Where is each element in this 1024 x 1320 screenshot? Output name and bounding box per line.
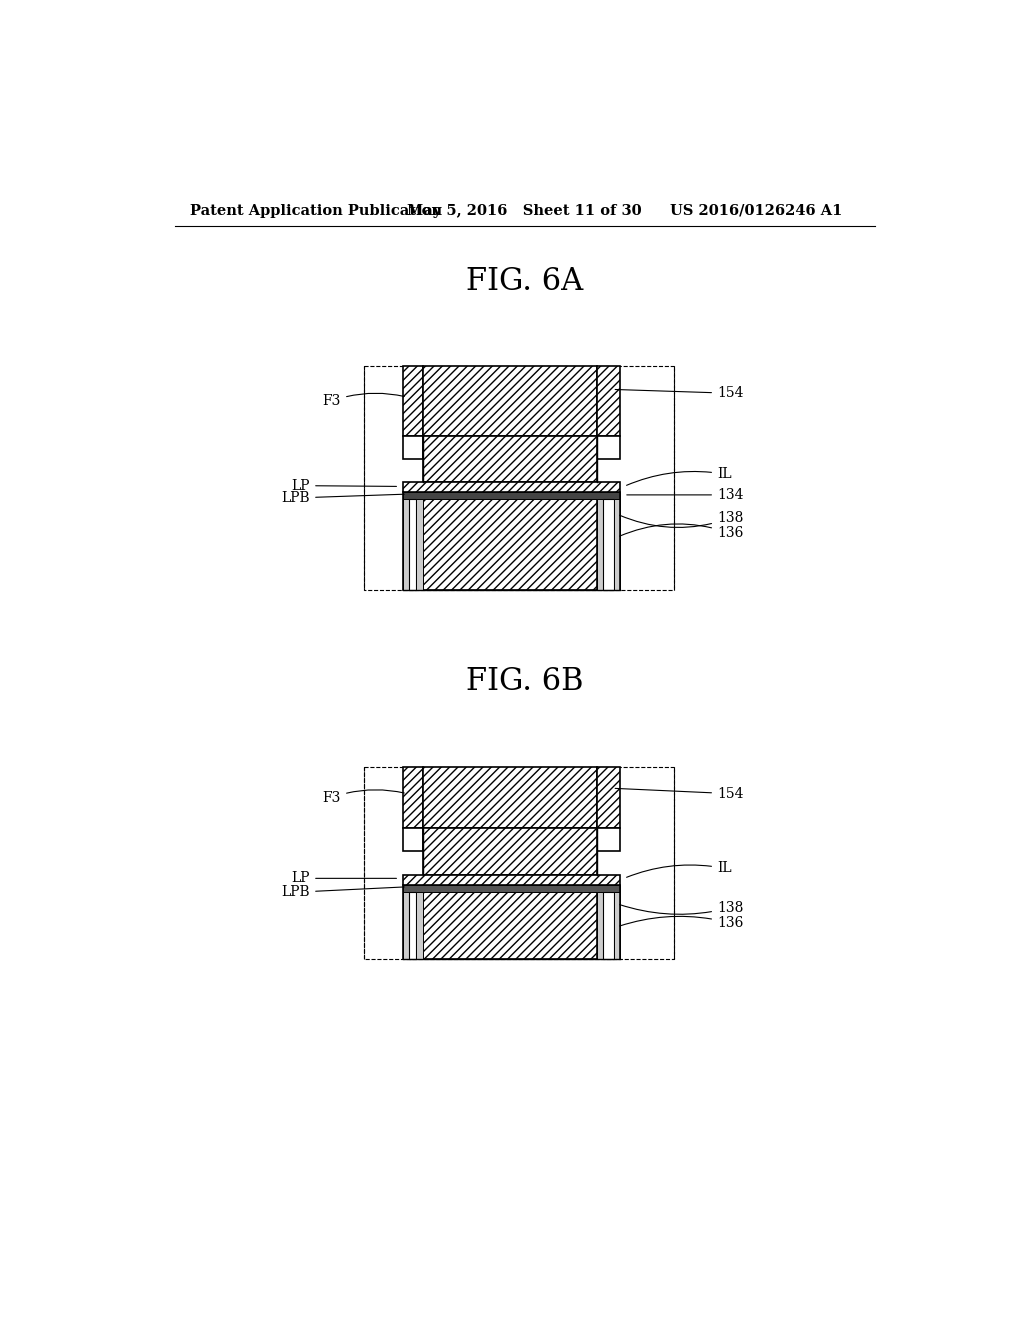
Text: May 5, 2016   Sheet 11 of 30: May 5, 2016 Sheet 11 of 30 [407,203,642,218]
Bar [403,874,621,884]
Bar [423,499,597,590]
Text: 134: 134 [627,488,743,502]
Text: FIG. 6A: FIG. 6A [466,267,584,297]
Text: IL: IL [627,467,731,486]
Bar [597,892,603,960]
Bar [410,892,417,960]
Bar [614,499,621,590]
Text: LPB: LPB [282,886,404,899]
Bar [417,499,423,590]
Text: F3: F3 [323,789,404,804]
Text: LP: LP [292,871,396,886]
Text: 136: 136 [620,524,743,540]
Text: F3: F3 [323,393,404,408]
Bar [403,499,410,590]
Bar [597,767,621,829]
Text: IL: IL [627,862,731,878]
Bar [403,482,621,492]
Bar [423,892,597,960]
Bar [365,767,675,960]
Text: 154: 154 [615,387,743,400]
Text: FIG. 6B: FIG. 6B [466,667,584,697]
Bar [614,892,621,960]
Bar [597,436,621,459]
Text: LPB: LPB [282,491,404,506]
Bar [403,767,423,829]
Bar [423,829,597,874]
Text: Patent Application Publication: Patent Application Publication [190,203,442,218]
Bar [597,367,621,436]
Bar [410,499,417,590]
Bar [403,436,423,459]
Bar [603,499,614,590]
Bar [423,367,597,436]
Bar [417,892,423,960]
Text: US 2016/0126246 A1: US 2016/0126246 A1 [671,203,843,218]
Bar [597,829,621,851]
Bar [403,492,621,499]
Bar [403,892,410,960]
Text: 154: 154 [615,787,743,801]
Bar [403,829,423,851]
Bar [403,884,621,892]
Text: 138: 138 [620,511,743,528]
Bar [603,892,614,960]
Text: 136: 136 [620,916,743,931]
Text: LP: LP [292,479,396,492]
Bar [423,436,597,482]
Text: 138: 138 [620,900,743,915]
Bar [365,367,675,590]
Bar [597,499,603,590]
Bar [403,367,423,436]
Bar [423,767,597,829]
